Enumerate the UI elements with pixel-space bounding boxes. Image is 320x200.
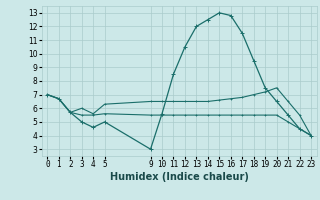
X-axis label: Humidex (Indice chaleur): Humidex (Indice chaleur) (110, 172, 249, 182)
